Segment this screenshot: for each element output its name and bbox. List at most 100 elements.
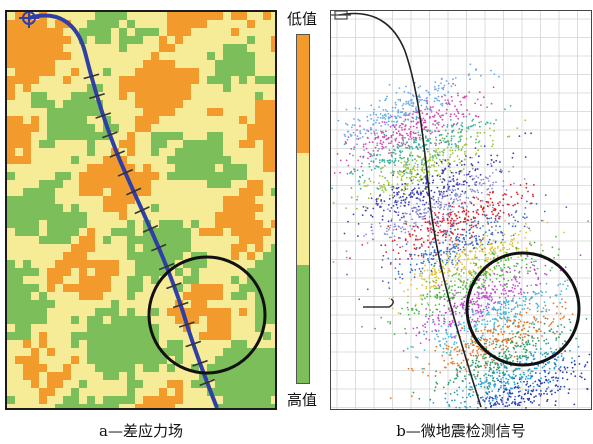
microseismic-event — [489, 329, 491, 332]
stress-cell — [255, 132, 263, 140]
stress-cell — [207, 292, 215, 300]
microseismic-event — [373, 153, 375, 155]
microseismic-event — [459, 248, 462, 251]
stress-cell — [55, 212, 63, 220]
microseismic-event — [452, 222, 455, 225]
stress-cell — [263, 348, 271, 356]
microseismic-event — [420, 104, 423, 107]
microseismic-event — [349, 257, 351, 260]
microseismic-event — [461, 396, 464, 399]
microseismic-event — [456, 263, 459, 266]
stress-cell — [263, 124, 271, 132]
microseismic-event — [516, 332, 518, 334]
microseismic-event — [504, 108, 506, 111]
stress-cell — [23, 228, 31, 236]
microseismic-event — [530, 393, 532, 396]
stress-cell — [151, 228, 159, 236]
stress-cell — [135, 316, 143, 324]
microseismic-event — [436, 186, 439, 189]
microseismic-event — [545, 282, 548, 285]
microseismic-event — [470, 300, 472, 303]
microseismic-event — [494, 219, 497, 222]
microseismic-event — [513, 321, 515, 324]
microseismic-event — [442, 158, 444, 161]
microseismic-event — [502, 204, 504, 207]
microseismic-event — [460, 130, 462, 133]
microseismic-event — [460, 362, 463, 364]
microseismic-event — [494, 252, 497, 255]
stress-cell — [239, 52, 247, 60]
microseismic-event — [450, 336, 453, 339]
stress-cell — [175, 388, 183, 396]
microseismic-event — [465, 209, 468, 212]
microseismic-event — [426, 321, 429, 323]
microseismic-event — [533, 316, 535, 318]
stress-cell — [263, 140, 271, 148]
microseismic-event — [566, 279, 569, 281]
microseismic-event — [385, 230, 388, 233]
microseismic-event — [519, 376, 521, 379]
stress-cell — [215, 180, 223, 188]
microseismic-event — [476, 291, 479, 293]
microseismic-event — [493, 130, 495, 132]
microseismic-event — [394, 199, 397, 202]
microseismic-event — [536, 303, 539, 305]
microseismic-event — [490, 296, 493, 299]
microseismic-event — [446, 401, 449, 404]
microseismic-event — [514, 219, 517, 222]
microseismic-event — [536, 267, 539, 270]
stress-cell — [71, 220, 79, 228]
microseismic-event — [445, 233, 447, 236]
stress-cell — [31, 212, 39, 220]
microseismic-event — [406, 164, 409, 167]
stress-cell — [263, 356, 271, 364]
microseismic-event — [438, 303, 441, 306]
stress-cell — [175, 236, 183, 244]
stress-cell — [199, 148, 207, 156]
stress-cell — [247, 20, 255, 28]
microseismic-event — [411, 159, 414, 162]
microseismic-event — [419, 85, 422, 87]
microseismic-event — [438, 130, 440, 133]
microseismic-event — [415, 139, 418, 142]
microseismic-event — [500, 274, 502, 277]
microseismic-event — [467, 210, 470, 213]
microseismic-event — [535, 348, 538, 350]
microseismic-event — [447, 255, 449, 258]
stress-cell — [207, 164, 215, 172]
stress-cell — [111, 228, 119, 236]
microseismic-event — [433, 249, 436, 252]
microseismic-event — [480, 365, 482, 368]
microseismic-event — [350, 187, 353, 189]
microseismic-event — [461, 303, 463, 306]
microseismic-event — [409, 193, 411, 196]
microseismic-event — [416, 166, 419, 169]
microseismic-event — [477, 337, 479, 340]
microseismic-event — [425, 308, 427, 310]
microseismic-event — [478, 279, 480, 282]
microseismic-event — [517, 242, 519, 244]
microseismic-event — [356, 143, 358, 146]
stress-cell — [87, 244, 95, 252]
microseismic-event — [392, 196, 394, 199]
stress-cell — [255, 116, 263, 124]
microseismic-event — [399, 276, 401, 279]
microseismic-event — [383, 133, 386, 136]
stress-cell — [39, 316, 47, 324]
stress-cell — [31, 52, 39, 60]
microseismic-event — [422, 330, 425, 332]
microseismic-event — [478, 311, 480, 313]
microseismic-event — [513, 381, 516, 384]
microseismic-event — [459, 291, 462, 294]
microseismic-event — [386, 233, 389, 236]
microseismic-event — [389, 116, 391, 119]
microseismic-event — [403, 189, 405, 192]
stress-cell — [167, 228, 175, 236]
microseismic-event — [455, 145, 457, 148]
stress-cell — [111, 172, 119, 180]
microseismic-event — [479, 267, 482, 270]
microseismic-event — [415, 263, 418, 266]
microseismic-event — [450, 95, 453, 98]
microseismic-event — [487, 200, 489, 203]
stress-cell — [263, 292, 271, 300]
